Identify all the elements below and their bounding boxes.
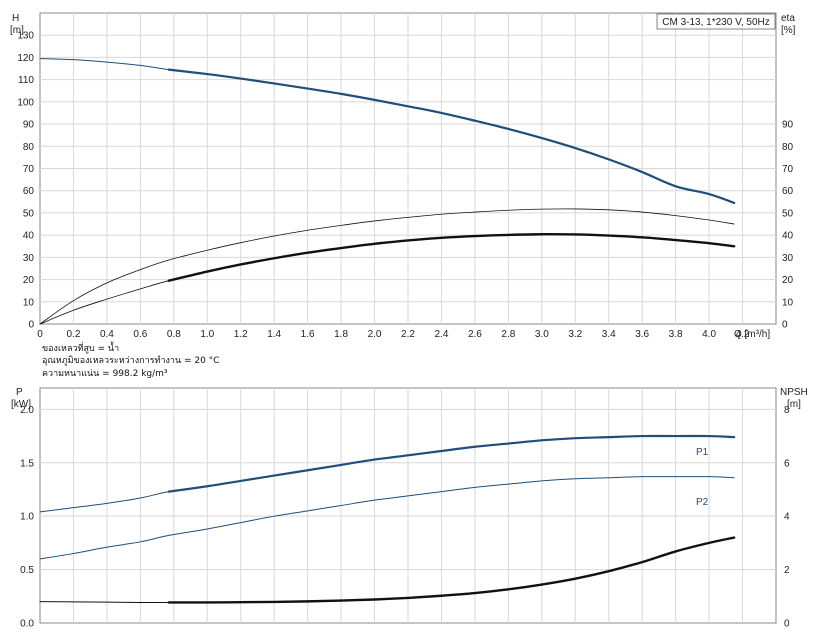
- bottom-left-ticks: 0.0 0.5 1.0 1.5 2.0: [20, 405, 34, 630]
- top-x-tick-label: 3.0: [535, 329, 549, 340]
- bottom-npsh-operating-range: [167, 536, 736, 604]
- top-right-tick-label: 80: [782, 142, 794, 153]
- bottom-left-tick-label: 2.0: [20, 405, 34, 416]
- top-right-axis-unit: [%]: [781, 25, 796, 36]
- top-x-axis-label: Q [m³/h]: [734, 329, 770, 340]
- bottom-right-axis-label: NPSH: [780, 387, 808, 398]
- top-legend-box: [656, 13, 776, 30]
- top-left-ticks: 0 10 20 30 40 50 60 70 80 90 100 110 120 130: [17, 31, 34, 331]
- top-right-ticks: 0 10 20 30 40 50 60 70 80 90: [782, 120, 794, 331]
- top-h-operating-range: [167, 68, 736, 205]
- bottom-series: [39, 434, 736, 604]
- top-left-tick-label: 60: [23, 186, 35, 197]
- bottom-left-tick-label: 1.0: [20, 512, 34, 523]
- top-left-axis-unit: [m]: [10, 25, 24, 36]
- top-left-tick-label: 100: [17, 97, 34, 108]
- bottom-left-axis-unit: [kW]: [11, 399, 31, 410]
- top-x-tick-label: 0: [37, 329, 43, 340]
- top-x-tick-label: 0.2: [67, 329, 81, 340]
- bottom-left-tick-label: 0.5: [20, 565, 34, 576]
- top-right-tick-label: 0: [782, 320, 788, 331]
- top-x-tick-label: 1.8: [334, 329, 348, 340]
- top-left-tick-label: 10: [23, 297, 35, 308]
- top-eta-total-curve: [39, 208, 735, 325]
- top-left-tick-label: 80: [23, 142, 35, 153]
- top-right-tick-label: 90: [782, 120, 794, 131]
- bottom-right-tick-label: 8: [784, 405, 790, 416]
- top-grid: [40, 13, 776, 324]
- top-x-tick-label: 2.6: [468, 329, 482, 340]
- bottom-right-axis-unit: [m]: [787, 399, 801, 410]
- top-x-tick-label: 2.0: [368, 329, 382, 340]
- top-x-tick-label: 0.6: [133, 329, 147, 340]
- top-x-tick-label: 0.8: [167, 329, 181, 340]
- top-left-tick-label: 30: [23, 253, 35, 264]
- top-right-tick-label: 50: [782, 208, 794, 219]
- top-left-axis-label: H: [12, 13, 19, 24]
- bottom-right-ticks: 0 2 4 6 8: [784, 405, 790, 630]
- bottom-left-tick-label: 1.5: [20, 458, 34, 469]
- top-right-axis-label: eta: [781, 13, 795, 24]
- top-chart: 0 10 20 30 40 50 60 70 80 90 100 110 120 130 0 10 20 30 4…: [10, 12, 796, 340]
- top-left-tick-label: 120: [17, 53, 34, 64]
- bottom-right-tick-label: 0: [784, 619, 790, 630]
- top-right-tick-label: 20: [782, 275, 794, 286]
- top-right-tick-label: 70: [782, 164, 794, 175]
- bottom-right-tick-label: 6: [784, 458, 790, 469]
- top-right-tick-label: 10: [782, 297, 794, 308]
- top-right-tick-label: 40: [782, 231, 794, 242]
- top-x-tick-label: 3.8: [669, 329, 683, 340]
- top-x-ticks: 0 0.2 0.4 0.6 0.8 1.0 1.2 1.4 1.6 1.8 2.0 2.2 2.4 2.6…: [37, 329, 750, 340]
- top-left-tick-label: 50: [23, 208, 35, 219]
- top-x-tick-label: 4.2: [736, 329, 750, 340]
- top-x-tick-label: 4.0: [702, 329, 716, 340]
- top-left-tick-label: 130: [17, 31, 34, 42]
- top-x-tick-label: 1.0: [200, 329, 214, 340]
- bottom-left-axis-label: P: [16, 387, 23, 398]
- bottom-chart: 0.0 0.5 1.0 1.5 2.0 0 2 4 6 8 P [kW] NPSH [m] P1…: [11, 387, 808, 630]
- bottom-left-tick-label: 0.0: [20, 619, 34, 630]
- top-x-tick-label: 0.4: [100, 329, 114, 340]
- bottom-p2-curve: [39, 476, 735, 560]
- top-x-tick-label: 2.2: [401, 329, 415, 340]
- bottom-p1-operating-range: [167, 434, 736, 493]
- top-x-tick-label: 2.4: [435, 329, 449, 340]
- info-fluid: ของเหลวที่สูบ = น้ำ: [42, 341, 119, 354]
- top-x-tick-label: 1.4: [267, 329, 281, 340]
- top-x-tick-label: 2.8: [501, 329, 515, 340]
- top-left-tick-label: 40: [23, 231, 35, 242]
- p2-series-label: P2: [696, 497, 709, 508]
- top-eta-pump-operating-range: [167, 233, 736, 282]
- top-series: [39, 58, 736, 325]
- top-left-tick-label: 90: [23, 120, 35, 131]
- top-left-tick-label: 20: [23, 275, 35, 286]
- bottom-right-tick-label: 2: [784, 565, 790, 576]
- top-right-tick-label: 30: [782, 253, 794, 264]
- top-left-tick-label: 70: [23, 164, 35, 175]
- bottom-right-tick-label: 4: [784, 512, 790, 523]
- info-temperature: อุณหภูมิของเหลวระหว่างการทำงาน = 20 °C: [42, 355, 219, 366]
- top-legend-text: CM 3-13, 1*230 V, 50Hz: [662, 17, 769, 28]
- bottom-grid: [40, 388, 776, 623]
- top-x-tick-label: 3.2: [568, 329, 582, 340]
- info-density: ความหนาแน่น = 998.2 kg/m³: [42, 369, 168, 379]
- top-right-tick-label: 60: [782, 186, 794, 197]
- top-left-tick-label: 110: [18, 75, 34, 86]
- top-x-tick-label: 1.2: [234, 329, 248, 340]
- top-x-tick-label: 3.4: [602, 329, 616, 340]
- top-x-tick-label: 3.6: [635, 329, 649, 340]
- info-block: ของเหลวที่สูบ = น้ำ อุณหภูมิของเหลวระหว่…: [42, 341, 219, 379]
- p1-series-label: P1: [696, 447, 709, 458]
- top-left-tick-label: 0: [28, 320, 34, 331]
- top-x-tick-label: 1.6: [301, 329, 315, 340]
